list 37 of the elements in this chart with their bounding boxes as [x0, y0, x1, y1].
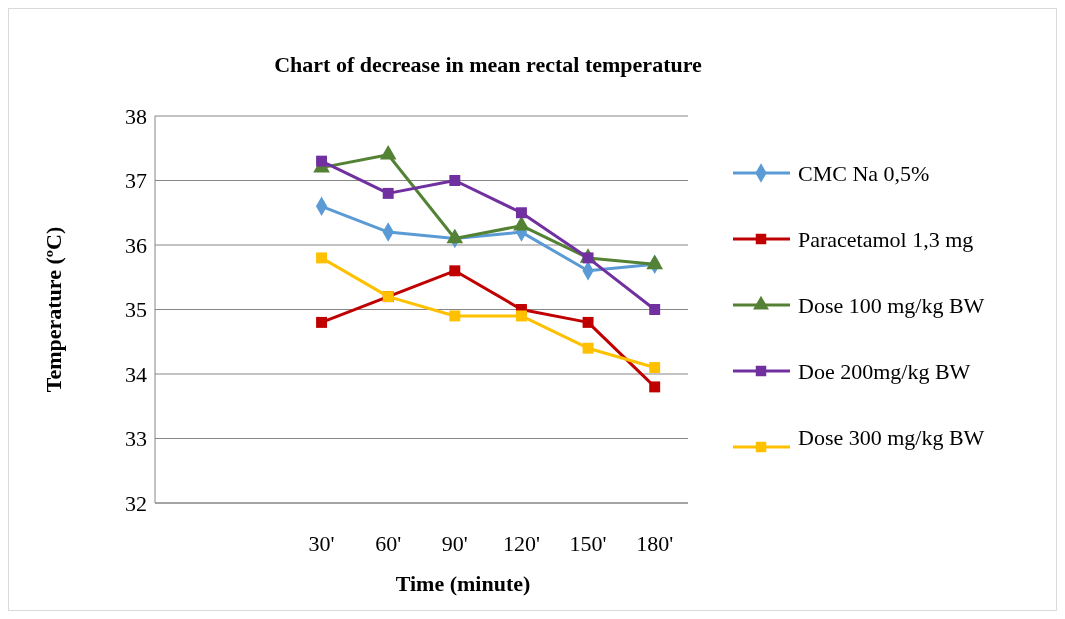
point — [649, 362, 661, 374]
point — [649, 381, 661, 393]
point — [515, 207, 527, 219]
point — [515, 310, 527, 322]
y-tick-label: 35 — [125, 297, 147, 323]
point — [449, 265, 461, 277]
x-tick-label: 90' — [441, 531, 468, 556]
y-tick-label: 38 — [125, 103, 147, 129]
point — [379, 145, 397, 160]
y-tick-label: 36 — [125, 232, 147, 258]
y-tick-label: 33 — [125, 426, 147, 452]
point — [316, 252, 328, 264]
y-tick-label: 32 — [125, 490, 147, 516]
point — [449, 310, 461, 322]
point — [449, 175, 461, 186]
legend-label: Doe 200mg/kg BW — [798, 359, 971, 384]
x-tick-label: 30' — [308, 531, 335, 556]
y-axis-title: Temperature (ºC) — [41, 226, 66, 393]
point — [382, 187, 394, 199]
legend-label: CMC Na 0,5% — [798, 161, 930, 186]
x-tick-label: 150' — [569, 531, 607, 556]
point — [316, 316, 328, 328]
legend-label: Paracetamol 1,3 mg — [798, 227, 974, 252]
x-tick-label: 60' — [375, 531, 402, 556]
chart-title: Chart of decrease in mean rectal temperature — [274, 52, 703, 77]
x-axis-title: Time (minute) — [395, 571, 531, 596]
y-tick-label: 37 — [125, 168, 147, 194]
y-tick-label: 34 — [125, 361, 147, 387]
point — [649, 304, 661, 315]
x-tick-label: 120' — [502, 531, 540, 556]
x-tick-label: 180' — [636, 531, 674, 556]
legend-label: Dose 300 mg/kg BW — [798, 425, 985, 450]
point — [582, 316, 594, 328]
legend-label: Dose 100 mg/kg BW — [798, 293, 985, 318]
point — [513, 216, 530, 231]
point — [582, 342, 594, 354]
point — [316, 155, 328, 167]
